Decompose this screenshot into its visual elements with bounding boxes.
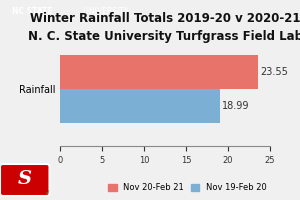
Bar bbox=[60, 55, 258, 89]
Text: 18.99: 18.99 bbox=[222, 101, 249, 111]
Text: 23.55: 23.55 bbox=[260, 67, 288, 77]
Text: Winter Rainfall Totals 2019-20 v 2020-21
N. C. State University Turfgrass Field : Winter Rainfall Totals 2019-20 v 2020-21… bbox=[28, 12, 300, 43]
Text: UNIVERSITY: UNIVERSITY bbox=[81, 7, 128, 16]
Text: ✓: ✓ bbox=[45, 190, 50, 196]
Text: NC STATE: NC STATE bbox=[12, 7, 53, 16]
Legend: Nov 20-Feb 21, Nov 19-Feb 20: Nov 20-Feb 21, Nov 19-Feb 20 bbox=[105, 180, 270, 196]
FancyBboxPatch shape bbox=[0, 164, 50, 196]
Bar bbox=[60, 89, 220, 123]
Text: S: S bbox=[18, 170, 32, 188]
